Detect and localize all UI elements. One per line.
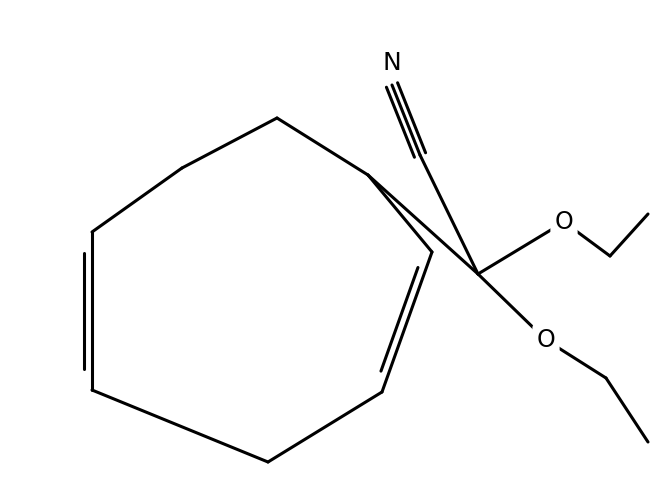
Text: O: O (555, 210, 574, 234)
Text: O: O (537, 328, 555, 352)
Text: N: N (383, 51, 401, 75)
